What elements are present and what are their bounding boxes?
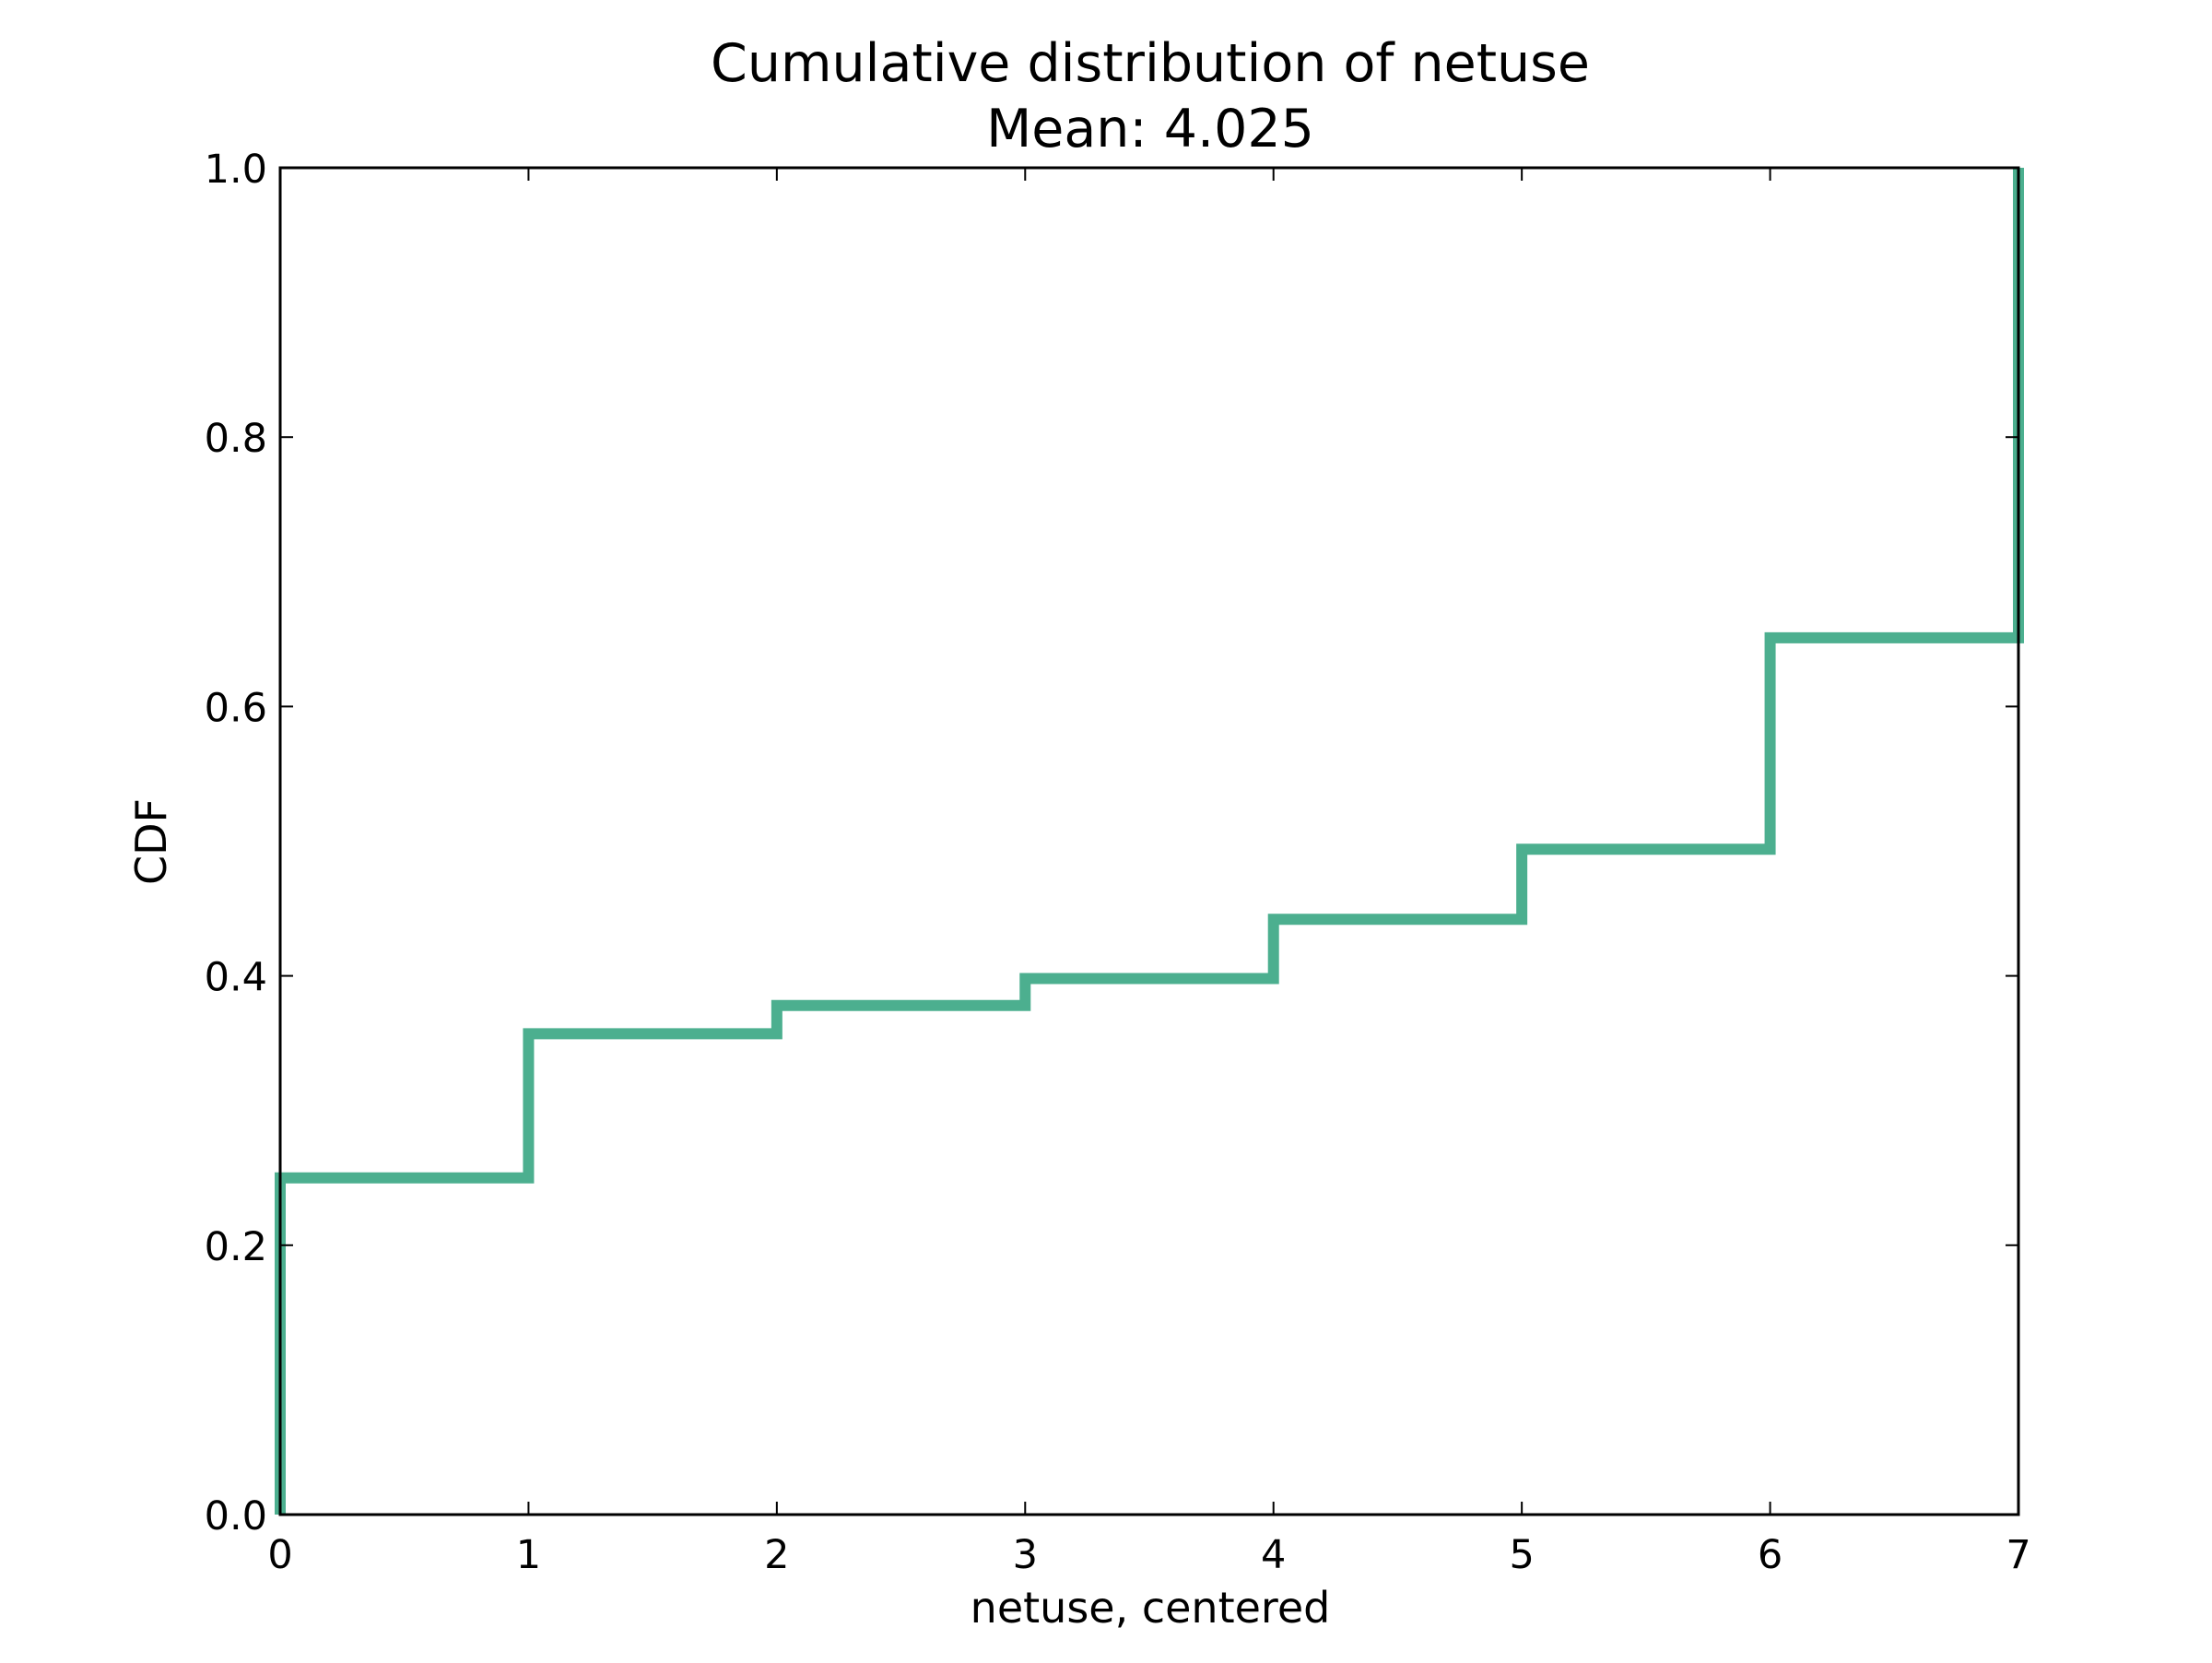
y-tick-label-2: 0.4 <box>205 955 267 1001</box>
x-tick-label-2: 2 <box>764 1532 789 1578</box>
chart-title-line1: Cumulative distribution of netuse <box>711 33 1590 94</box>
x-tick-label-5: 5 <box>1509 1532 1534 1578</box>
x-tick-label-1: 1 <box>516 1532 541 1578</box>
y-axis-label: CDF <box>126 798 176 885</box>
x-tick-label-4: 4 <box>1261 1532 1286 1578</box>
x-tick-label-3: 3 <box>1013 1532 1038 1578</box>
x-tick-label-0: 0 <box>267 1532 292 1578</box>
plot-area: 0 1 2 3 4 5 6 7 0.0 0.2 0.4 0.6 0.8 1.0 <box>205 147 2031 1578</box>
cdf-series-line-0 <box>275 168 2024 1515</box>
plot-frame <box>278 166 2020 1516</box>
x-tick-label-6: 6 <box>1758 1532 1783 1578</box>
y-tick-label-3: 0.6 <box>205 685 267 731</box>
y-tick-label-5: 1.0 <box>205 147 267 193</box>
y-tick-label-1: 0.2 <box>205 1224 267 1270</box>
x-axis-label: netuse, centered <box>971 1583 1331 1633</box>
y-tick-label-4: 0.8 <box>205 416 267 462</box>
x-tick-label-7: 7 <box>2006 1532 2030 1578</box>
y-tick-label-0: 0.0 <box>205 1493 267 1539</box>
chart-title-line2: Mean: 4.025 <box>986 99 1314 159</box>
